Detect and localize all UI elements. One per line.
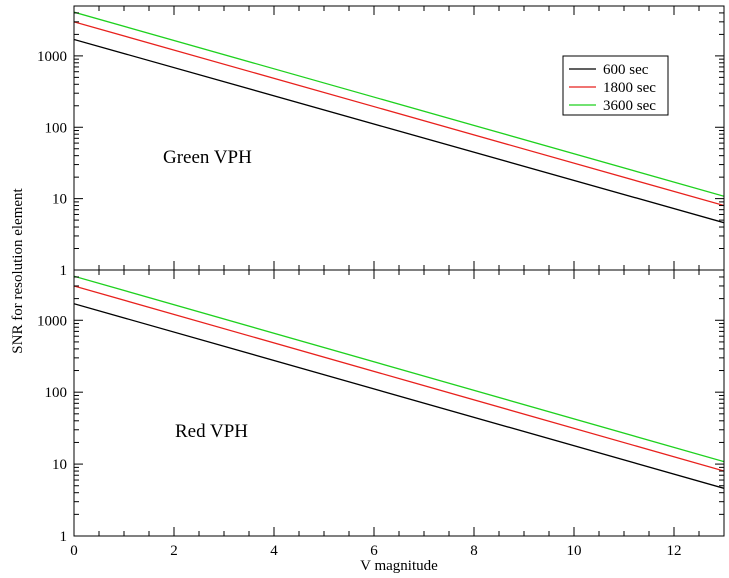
series-line-1800-sec [74, 285, 724, 472]
x-tick-label: 10 [567, 543, 582, 559]
series-line-1800-sec [74, 21, 724, 207]
legend: 600 sec 1800 sec 3600 sec [562, 55, 669, 116]
x-tick-label: 6 [370, 543, 378, 559]
panel-label: Green VPH [163, 147, 252, 168]
y-tick-label: 1000 [37, 49, 67, 65]
x-axis-title: V magnitude [360, 558, 438, 574]
legend-label: 1800 sec [603, 80, 656, 96]
legend-entries: 600 sec 1800 sec 3600 sec [569, 62, 656, 114]
y-tick-label: 1 [60, 263, 68, 279]
panel-1: 1 10 100 1000 Red VPH [37, 269, 725, 545]
y-axis-title: SNR for resolution element [10, 187, 26, 353]
y-tick-label: 1000 [37, 313, 67, 329]
series-line-600-sec [74, 303, 724, 489]
panel-label: Red VPH [175, 421, 248, 442]
series-line-600-sec [74, 38, 724, 224]
legend-label: 3600 sec [603, 98, 656, 114]
panel-frame [73, 269, 725, 537]
x-axis: 0 2 4 6 8 10 12 [70, 543, 681, 559]
series-line-3600-sec [74, 275, 724, 463]
panel-frame [73, 5, 725, 271]
y-tick-label: 10 [52, 457, 67, 473]
y-tick-label: 10 [52, 192, 67, 208]
x-tick-label: 0 [70, 543, 78, 559]
x-tick-label: 12 [667, 543, 682, 559]
y-tick-label: 100 [45, 120, 68, 136]
panels-layer: 1 10 100 1000 Green VPH 1 10 100 1000 Red VPH [37, 5, 725, 545]
panel-0: 1 10 100 1000 Green VPH [37, 5, 725, 279]
series-line-3600-sec [74, 11, 724, 197]
y-tick-label: 1 [60, 529, 68, 545]
x-tick-label: 2 [170, 543, 178, 559]
legend-label: 600 sec [603, 62, 649, 78]
x-tick-label: 4 [270, 543, 278, 559]
x-tick-label: 8 [470, 543, 478, 559]
y-tick-label: 100 [45, 385, 68, 401]
